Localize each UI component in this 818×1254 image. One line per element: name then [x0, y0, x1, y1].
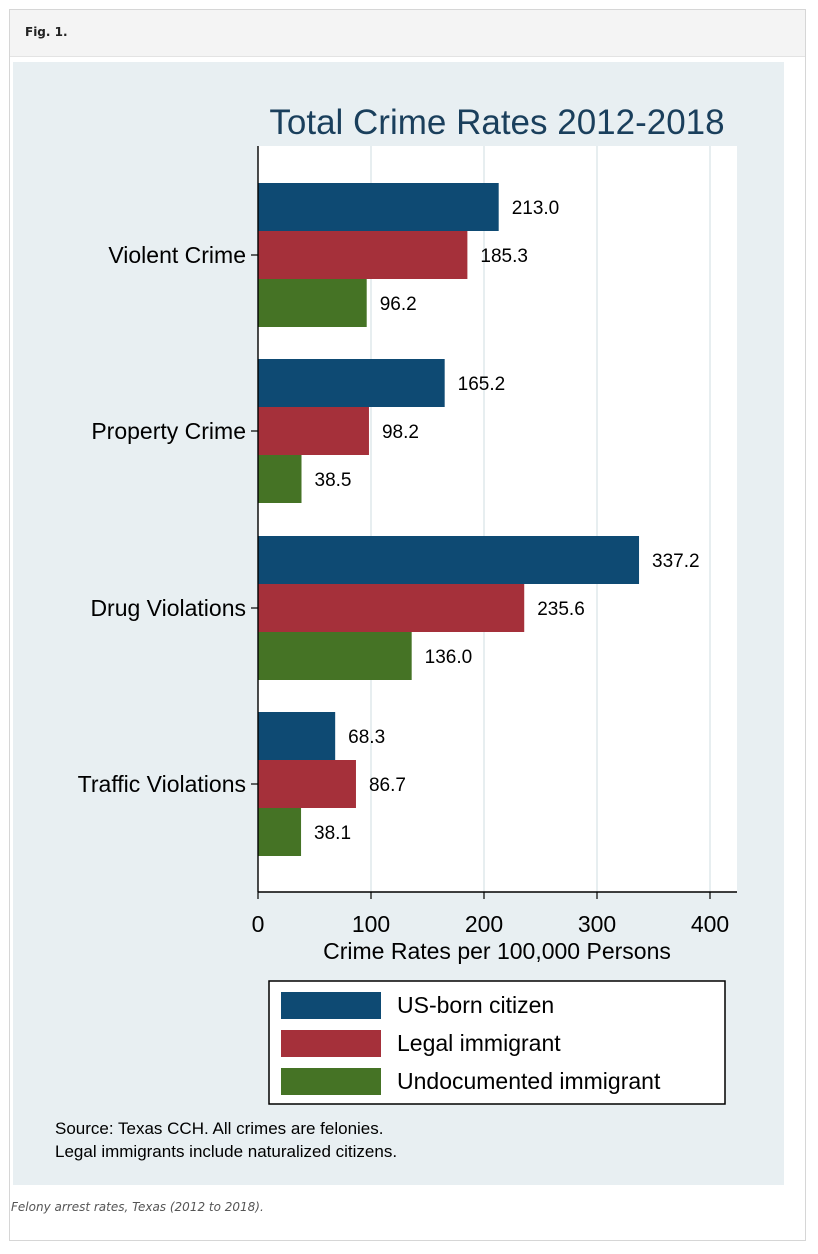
bar-value-label: 213.0	[512, 198, 560, 219]
source-note-line-2: Legal immigrants include naturalized cit…	[55, 1142, 397, 1161]
bar-value-label: 337.2	[652, 551, 700, 572]
axes-group: 0 100 200 300 400 Violent Crime Property Crime…	[78, 146, 737, 937]
bar	[258, 632, 412, 680]
legend-swatch	[281, 1030, 381, 1057]
bar-value-label: 235.6	[537, 599, 585, 620]
bar	[258, 231, 468, 279]
legend: US-born citizen Legal immigrant Undocument…	[268, 980, 726, 1105]
x-tick-label: 0	[252, 911, 265, 937]
bar	[258, 359, 445, 407]
bar-value-label: 98.2	[382, 422, 419, 443]
bar	[258, 760, 356, 808]
bar	[258, 712, 336, 760]
bar-value-label: 38.5	[315, 470, 352, 491]
bar	[258, 536, 640, 584]
figure-caption: Felony arrest rates, Texas (2012 to 2018…	[11, 1200, 264, 1214]
x-tick-label: 400	[691, 911, 729, 937]
bar-value-label: 86.7	[369, 775, 406, 796]
legend-swatch	[281, 1068, 381, 1095]
bar	[258, 407, 369, 455]
source-note-line-1: Source: Texas CCH. All crimes are feloni…	[55, 1119, 383, 1138]
bar-value-label: 136.0	[425, 647, 473, 668]
bar-value-label: 185.3	[480, 246, 528, 267]
bar-value-label: 38.1	[314, 823, 351, 844]
bar	[258, 808, 302, 856]
bar	[258, 584, 525, 632]
bar	[258, 455, 302, 503]
figure-header: Fig. 1.	[10, 10, 805, 57]
category-label: Violent Crime	[108, 242, 246, 268]
legend-label: US-born citizen	[397, 992, 554, 1018]
bars-group: 213.0 185.3 96.2 165.2 98.2 38.5 337.2 235.6 136…	[258, 183, 700, 856]
chart-title: Total Crime Rates 2012-2018	[269, 103, 724, 142]
bar-value-label: 96.2	[380, 294, 417, 315]
x-tick-label: 200	[465, 911, 503, 937]
category-label: Drug Violations	[90, 595, 246, 621]
legend-swatch	[281, 992, 381, 1019]
bar-value-label: 68.3	[348, 727, 385, 748]
legend-label: Undocumented immigrant	[397, 1068, 661, 1094]
x-axis-label: Crime Rates per 100,000 Persons	[323, 938, 671, 964]
bar	[258, 183, 499, 231]
x-tick-label: 100	[352, 911, 390, 937]
category-label: Traffic Violations	[78, 771, 246, 797]
legend-label: Legal immigrant	[397, 1030, 561, 1056]
bar	[258, 279, 367, 327]
x-tick-label: 300	[578, 911, 616, 937]
bar-value-label: 165.2	[458, 374, 506, 395]
category-label: Property Crime	[91, 418, 246, 444]
figure-label: Fig. 1.	[25, 25, 68, 39]
